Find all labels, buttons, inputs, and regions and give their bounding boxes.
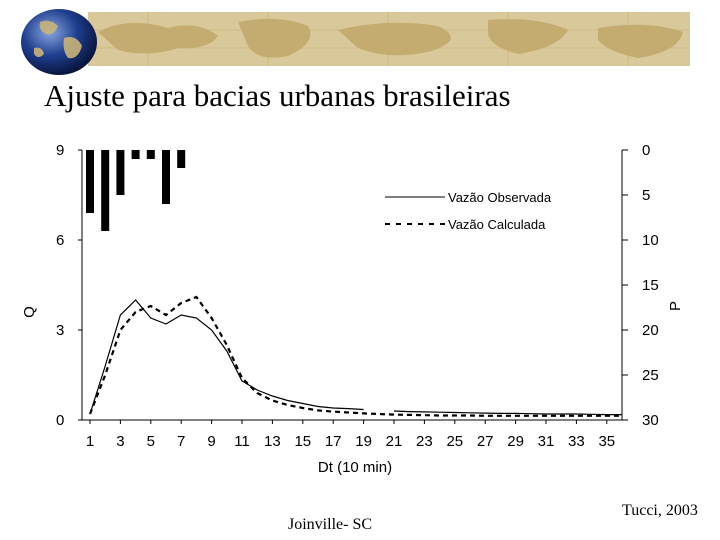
rainfall-bars <box>86 150 186 231</box>
header-banner <box>88 12 690 66</box>
x-axis-label: Dt (10 min) <box>318 459 392 476</box>
rainfall-bar <box>162 150 170 204</box>
q-axis-tick-label: 6 <box>56 232 64 249</box>
discharge-lines <box>88 295 622 417</box>
globe-icon <box>20 8 98 76</box>
x-axis-tick-label: 15 <box>294 433 311 450</box>
observed-discharge-line <box>89 299 622 416</box>
x-axis-tick-label: 1 <box>86 433 94 450</box>
x-axis-tick-label: 9 <box>207 433 215 450</box>
x-axis-tick-label: 21 <box>386 433 403 450</box>
x-axis-tick-label: 35 <box>598 433 615 450</box>
x-axis-tick-label: 27 <box>477 433 494 450</box>
legend-label: Vazão Observada <box>448 190 552 205</box>
x-axis-tick-label: 3 <box>116 433 124 450</box>
legend-label: Vazão Calculada <box>448 217 546 232</box>
rainfall-bar <box>146 150 155 159</box>
source-caption: Tucci, 2003 <box>622 502 698 519</box>
slide-title: Ajuste para bacias urbanas brasileiras <box>44 78 511 113</box>
p-axis-tick-label: 15 <box>642 277 659 294</box>
x-axis-tick-label: 19 <box>355 433 372 450</box>
rainfall-bar <box>177 150 186 168</box>
rainfall-bar <box>86 150 94 213</box>
q-axis-tick-label: 0 <box>56 412 64 429</box>
rainfall-bar <box>131 150 140 159</box>
p-axis-tick-label: 5 <box>642 187 650 204</box>
world-map-decoration <box>88 12 690 66</box>
x-axis-tick-label: 25 <box>446 433 463 450</box>
x-axis-tick-label: 29 <box>507 433 524 450</box>
p-axis-label: P <box>667 301 684 311</box>
x-axis-tick-label: 13 <box>264 433 281 450</box>
x-axis-tick-label: 7 <box>177 433 185 450</box>
rainfall-bar <box>116 150 125 195</box>
q-axis-tick-label: 3 <box>56 322 64 339</box>
x-axis-tick-label: 33 <box>568 433 585 450</box>
rainfall-bar <box>101 150 110 231</box>
x-axis-tick-label: 23 <box>416 433 433 450</box>
p-axis-tick-label: 30 <box>642 412 659 429</box>
x-axis-tick-label: 31 <box>538 433 555 450</box>
calculated-discharge-line <box>88 295 622 417</box>
q-axis-label: Q <box>21 306 38 318</box>
x-axis-tick-label: 11 <box>234 433 250 450</box>
q-axis-tick-label: 9 <box>56 142 64 159</box>
x-axis-tick-label: 17 <box>325 433 342 450</box>
p-axis-tick-label: 0 <box>642 142 650 159</box>
p-axis-tick-label: 25 <box>642 367 659 384</box>
location-caption: Joinville- SC <box>288 516 373 533</box>
x-axis-tick-label: 5 <box>147 433 155 450</box>
p-axis-tick-label: 10 <box>642 232 659 249</box>
p-axis-tick-label: 20 <box>642 322 659 339</box>
map-continents <box>98 18 683 58</box>
chart-legend: Vazão Observada Vazão Calculada <box>385 190 552 232</box>
